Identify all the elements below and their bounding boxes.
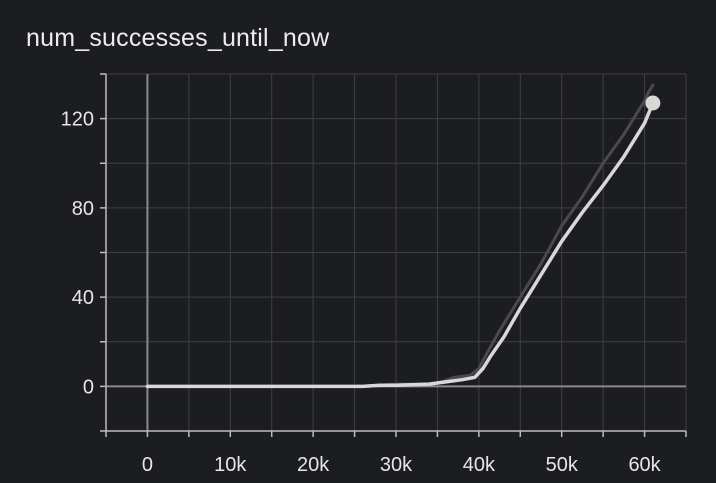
series-line-raw[interactable] xyxy=(145,83,655,388)
series-line-smoothed[interactable] xyxy=(145,101,655,389)
x-tick-label: 0 xyxy=(142,454,153,476)
last-value-marker[interactable] xyxy=(645,95,661,111)
x-tick-label: 40k xyxy=(463,454,496,476)
chart-title: num_successes_until_now xyxy=(26,24,330,52)
y-tick-label: 80 xyxy=(72,198,94,220)
x-tick-label: 50k xyxy=(546,454,579,476)
x-tick-label: 10k xyxy=(214,454,247,476)
x-tick-label: 60k xyxy=(628,454,661,476)
y-tick-label: 120 xyxy=(61,109,94,131)
y-tick-label: 40 xyxy=(72,287,94,309)
x-tick-label: 20k xyxy=(297,454,330,476)
x-tick-label: 30k xyxy=(380,454,413,476)
y-tick-label: 0 xyxy=(83,376,94,398)
